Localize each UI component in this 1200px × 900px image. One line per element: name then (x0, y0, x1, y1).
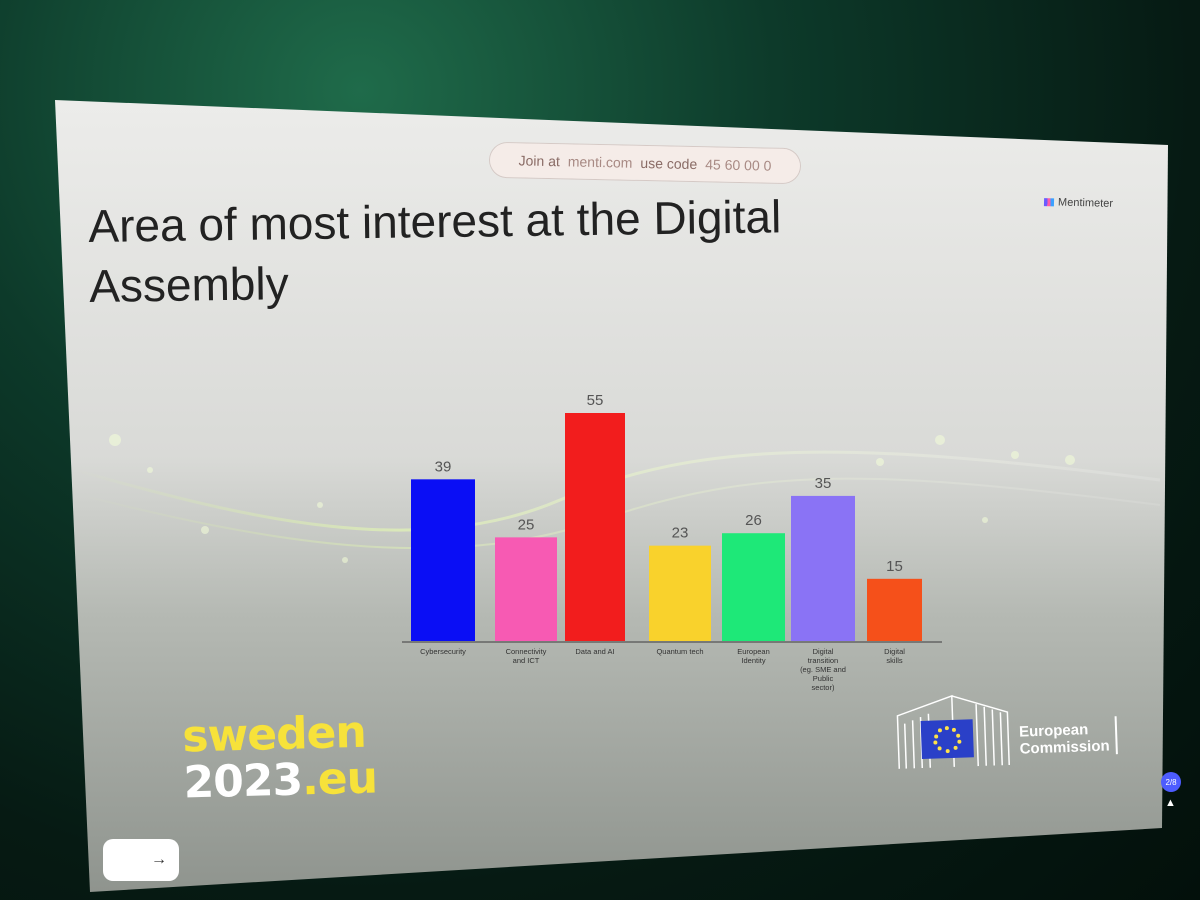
ec-wordmark: European Commission (1019, 720, 1110, 757)
light-streak (74, 450, 1161, 532)
bar-2 (495, 537, 557, 641)
bar-value-label: 25 (518, 516, 535, 533)
slide-counter-badge: 2/8 (1161, 772, 1181, 792)
arrow-right-icon: → (151, 851, 167, 868)
category-label: European Identity (737, 647, 770, 665)
category-label: Digital skills (884, 647, 905, 665)
next-slide-button[interactable]: → (103, 839, 179, 881)
bar-value-label: 39 (435, 458, 452, 475)
bar-value-label: 15 (886, 558, 903, 575)
bokeh-lights (109, 434, 1075, 563)
bar-value-label: 23 (672, 525, 689, 542)
category-label: Connectivity and ICT (506, 647, 547, 665)
category-label: Data and AI (575, 647, 614, 656)
category-label: Cybersecurity (420, 647, 466, 656)
ec-building-icon (896, 694, 1010, 769)
bar-7 (867, 578, 922, 641)
bar-3 (565, 413, 625, 641)
eu-flag (920, 719, 974, 760)
ec-line2: Commission (1019, 737, 1110, 758)
category-label: Digital transition (eg. SME and Public secto… (800, 647, 846, 692)
ec-divider (1114, 716, 1118, 755)
category-label: Quantum tech (656, 647, 703, 656)
bar-4 (649, 545, 711, 641)
bar-5 (722, 533, 785, 641)
sweden-logo-tld: eu (317, 752, 378, 806)
sweden-logo-line2: 2023.eu (182, 752, 378, 809)
presenter-icon: ▲ (1165, 797, 1176, 809)
bar-6 (791, 495, 855, 641)
sweden-logo-year: 2023 (182, 754, 303, 809)
bar-value-label: 35 (815, 475, 832, 492)
bar-value-label: 55 (587, 392, 604, 409)
sweden-2023-logo: sweden 2023.eu (182, 707, 378, 809)
bar-value-label: 26 (745, 512, 762, 529)
european-commission-logo: European Commission (892, 686, 1125, 774)
bar-1 (411, 479, 475, 641)
sweden-logo-dot: . (301, 754, 319, 806)
